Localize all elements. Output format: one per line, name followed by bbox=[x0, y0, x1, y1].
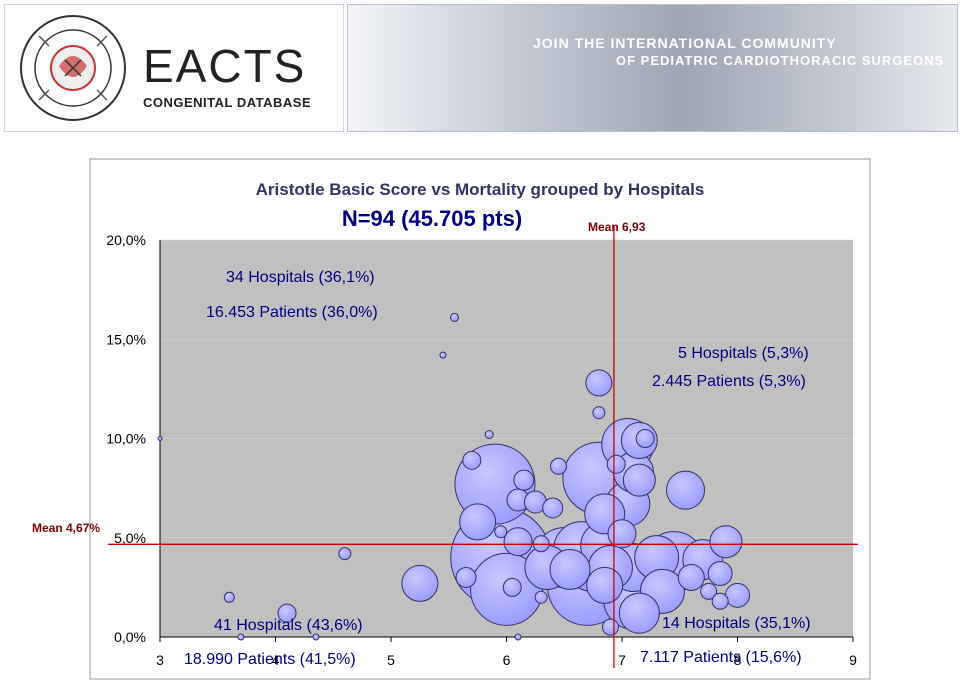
q-bottom-right-hospitals: 14 Hospitals (35,1%) bbox=[662, 615, 811, 632]
bubble bbox=[401, 564, 439, 602]
bubble bbox=[338, 547, 352, 561]
bubble bbox=[237, 633, 245, 641]
bubble bbox=[666, 470, 706, 510]
eacts-logo-area: EACTS CONGENITAL DATABASE bbox=[4, 4, 344, 132]
bubble bbox=[277, 603, 297, 623]
bubble bbox=[462, 450, 482, 470]
bubble bbox=[223, 591, 235, 603]
bubble bbox=[585, 369, 613, 397]
chart-subtitle: N=94 (45.705 pts) bbox=[342, 206, 522, 231]
brand-name: EACTS bbox=[143, 40, 307, 92]
bubble bbox=[455, 566, 477, 588]
x-tick-label: 9 bbox=[849, 652, 857, 668]
x-tick-label: 6 bbox=[503, 652, 511, 668]
bubble bbox=[635, 429, 655, 448]
bubble bbox=[677, 563, 705, 591]
mean-x-label: Mean 6,93 bbox=[588, 220, 646, 234]
bubble bbox=[439, 351, 447, 359]
y-tick-label: 20,0% bbox=[106, 232, 146, 248]
bubble bbox=[494, 525, 508, 539]
header-banner: EACTS CONGENITAL DATABASE JOIN THE INTER… bbox=[0, 0, 960, 132]
mean-y-label: Mean 4,67% bbox=[32, 521, 100, 535]
bubble bbox=[542, 497, 564, 519]
x-tick-label: 5 bbox=[387, 652, 395, 668]
bubble bbox=[484, 430, 494, 440]
bubble bbox=[700, 582, 718, 600]
bubble bbox=[606, 454, 626, 474]
bubble bbox=[618, 592, 660, 634]
bubble bbox=[157, 436, 163, 441]
x-tick-label: 8 bbox=[734, 652, 742, 668]
bubble bbox=[459, 503, 497, 541]
eacts-seal-icon bbox=[20, 15, 126, 121]
bubble bbox=[586, 566, 624, 604]
q-top-right-hospitals: 5 Hospitals (5,3%) bbox=[678, 345, 809, 362]
bubble bbox=[711, 592, 729, 610]
q-bottom-right-patients: 7.117 Patients (15,6%) bbox=[640, 649, 802, 666]
bubble bbox=[549, 457, 567, 475]
bubble bbox=[549, 549, 591, 591]
bubble bbox=[312, 633, 320, 641]
y-tick-label: 5,0% bbox=[114, 530, 146, 546]
q-bottom-left-hospitals: 41 Hospitals (43,6%) bbox=[214, 617, 363, 634]
brand-subtitle: CONGENITAL DATABASE bbox=[143, 95, 312, 110]
y-tick-label: 0,0% bbox=[114, 629, 146, 645]
bubble bbox=[450, 312, 460, 322]
x-tick-label: 3 bbox=[156, 652, 164, 668]
banner-line-1: JOIN THE INTERNATIONAL COMMUNITY bbox=[533, 35, 837, 51]
bubble bbox=[607, 519, 637, 549]
chart-title: Aristotle Basic Score vs Mortality group… bbox=[256, 180, 705, 199]
q-top-left-hospitals: 34 Hospitals (36,1%) bbox=[226, 269, 375, 286]
bubble bbox=[622, 463, 656, 497]
bubble bbox=[514, 633, 522, 641]
q-bottom-left-patients: 18.990 Patients (41,5%) bbox=[184, 651, 356, 668]
x-tick-label: 7 bbox=[618, 652, 626, 668]
bubble bbox=[502, 577, 522, 597]
x-tick-labels: 3 4 5 6 7 8 9 bbox=[156, 637, 857, 668]
bubble bbox=[707, 560, 733, 586]
bubble bbox=[503, 527, 533, 557]
y-tick-label: 10,0% bbox=[106, 431, 146, 447]
banner-line-2: OF PEDIATRIC CARDIOTHORACIC SURGEONS bbox=[616, 53, 945, 68]
q-top-right-patients: 2.445 Patients (5,3%) bbox=[652, 373, 806, 390]
bubble bbox=[709, 525, 743, 559]
banner-image: JOIN THE INTERNATIONAL COMMUNITY OF PEDI… bbox=[347, 4, 958, 132]
bubble bbox=[725, 582, 750, 608]
bubble bbox=[513, 469, 535, 491]
bubble bbox=[534, 590, 548, 604]
bubble bbox=[592, 406, 606, 420]
y-tick-label: 15,0% bbox=[106, 331, 146, 347]
y-tick-labels: 0,0% 5,0% 10,0% 15,0% 20,0% bbox=[106, 232, 146, 645]
x-tick-label: 4 bbox=[272, 652, 280, 668]
bubble bbox=[601, 618, 619, 636]
q-top-left-patients: 16.453 Patients (36,0%) bbox=[206, 304, 378, 321]
